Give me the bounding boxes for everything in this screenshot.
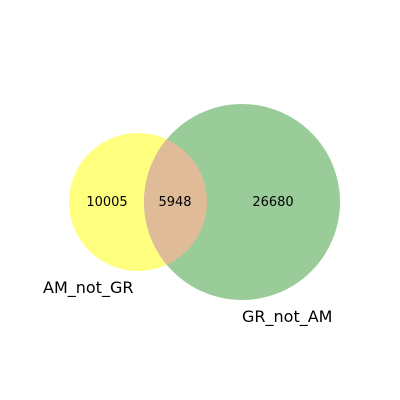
set-a-label: AM_not_GR — [43, 278, 133, 298]
set-b-circle — [144, 104, 340, 300]
set-a-only-count: 10005 — [86, 195, 127, 210]
intersection-count: 5948 — [158, 195, 191, 210]
set-b-only-count: 26680 — [252, 195, 293, 210]
set-b-label: GR_not_AM — [242, 307, 332, 327]
